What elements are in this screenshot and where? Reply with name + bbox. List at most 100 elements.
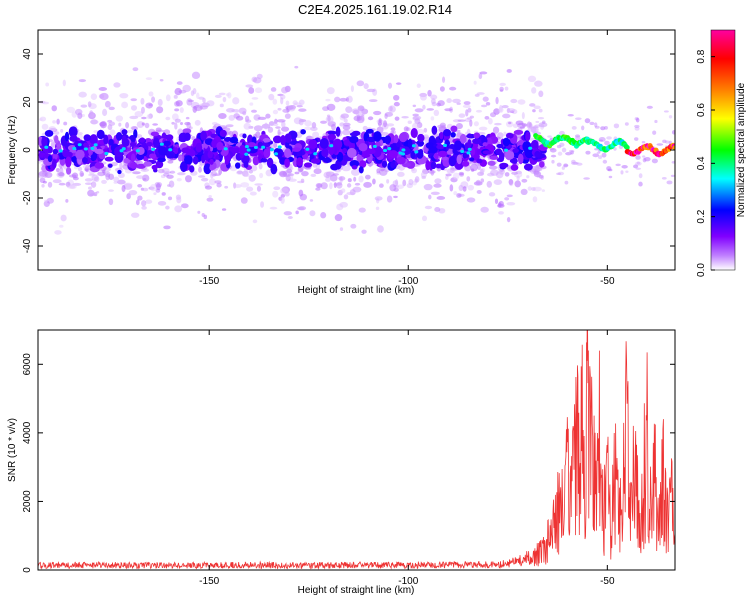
- heatmap-cell: [298, 189, 304, 197]
- heatmap-cell: [108, 138, 114, 147]
- heatmap-cell: [181, 203, 189, 209]
- heatmap-cell: [408, 178, 414, 186]
- heatmap-cell: [510, 98, 518, 104]
- snr-x-tick-label: -150: [199, 576, 219, 587]
- heatmap-cell: [422, 104, 426, 110]
- heatmap-cell: [470, 147, 476, 156]
- heatmap-cell: [187, 99, 194, 103]
- heatmap-cell: [439, 122, 446, 128]
- heatmap-cell: [285, 100, 290, 106]
- heatmap-cell: [191, 71, 201, 80]
- heatmap-cell: [298, 108, 307, 112]
- heatmap-cell: [478, 126, 488, 131]
- heatmap-cell: [248, 169, 254, 174]
- heatmap-cell: [59, 224, 64, 228]
- heatmap-cell: [499, 89, 504, 92]
- heatmap-cell: [88, 186, 92, 190]
- heatmap-cell: [346, 191, 356, 196]
- heatmap-cell: [305, 147, 310, 151]
- spectrogram-y-label: Frequency (Hz): [7, 116, 18, 185]
- snr-series-line: [38, 330, 675, 570]
- heatmap-cell: [228, 130, 234, 137]
- heatmap-cell: [634, 137, 639, 141]
- heatmap-cell: [193, 104, 203, 112]
- heatmap-cell: [504, 86, 509, 91]
- heatmap-cell: [309, 210, 316, 217]
- heatmap-cell: [167, 196, 173, 201]
- heatmap-cell: [412, 122, 420, 130]
- heatmap-cell: [530, 126, 539, 134]
- heatmap-cell: [274, 118, 278, 125]
- heatmap-cell: [506, 202, 516, 206]
- heatmap-cell: [425, 160, 431, 171]
- heatmap-cell: [532, 109, 536, 113]
- heatmap-cell: [56, 118, 60, 125]
- heatmap-cell: [476, 92, 485, 95]
- colorbar-tick-label: 0.4: [696, 156, 707, 170]
- heatmap-cell: [131, 105, 138, 111]
- heatmap-cell: [285, 174, 291, 182]
- heatmap-cell: [158, 146, 168, 156]
- heatmap-cell: [358, 160, 367, 168]
- heatmap-cell: [281, 86, 289, 94]
- heatmap-cell: [561, 166, 565, 170]
- heatmap-cell: [244, 152, 249, 156]
- heatmap-cell: [204, 185, 213, 190]
- heatmap-cell: [225, 108, 235, 113]
- heatmap-cell: [339, 97, 348, 102]
- heatmap-cell: [54, 230, 62, 235]
- heatmap-cell: [136, 175, 145, 179]
- heatmap-cell: [390, 161, 396, 169]
- heatmap-cell: [102, 108, 108, 117]
- heatmap-cell: [243, 122, 251, 130]
- heatmap-cell: [99, 121, 107, 127]
- heatmap-cell: [529, 103, 536, 107]
- colorbar-gradient: [710, 29, 736, 271]
- heatmap-cell: [525, 131, 531, 142]
- heatmap-cell: [449, 86, 457, 91]
- heatmap-cell: [320, 212, 327, 219]
- heatmap-cell: [298, 118, 304, 126]
- heatmap-cell: [379, 183, 384, 188]
- heatmap-cell: [280, 196, 285, 204]
- heatmap-cell: [297, 180, 305, 184]
- heatmap-cell: [466, 176, 471, 182]
- heatmap-cell: [77, 143, 82, 147]
- heatmap-cell: [253, 125, 263, 132]
- heatmap-cell: [568, 149, 575, 153]
- heatmap-cell: [171, 113, 179, 121]
- heatmap-cell: [359, 106, 365, 112]
- heatmap-cell: [456, 193, 462, 198]
- snr-frame: [37, 329, 676, 571]
- heatmap-cell: [284, 158, 290, 168]
- heatmap-cell: [177, 154, 183, 162]
- heatmap-cell: [559, 130, 565, 136]
- snr-x-tick-label: -100: [398, 576, 418, 587]
- heatmap-cell: [263, 148, 271, 159]
- heatmap-cell: [396, 184, 405, 190]
- heatmap-cell: [384, 135, 392, 144]
- heatmap-cell: [564, 180, 569, 185]
- heatmap-cell: [668, 115, 673, 119]
- heatmap-cell: [411, 167, 418, 174]
- heatmap-cell: [206, 197, 214, 202]
- heatmap-cell: [143, 161, 153, 167]
- heatmap-cell: [62, 79, 66, 87]
- heatmap-cell: [142, 187, 149, 192]
- heatmap-cell: [434, 206, 441, 212]
- heatmap-cell: [504, 197, 510, 201]
- heatmap-cell: [43, 200, 50, 207]
- heatmap-cell: [430, 161, 437, 170]
- heatmap-cell: [152, 137, 160, 148]
- heatmap-cell: [233, 184, 242, 189]
- colorbar-tick-label: 0.0: [696, 263, 707, 277]
- spectrogram-y-tick-label: -40: [22, 238, 33, 253]
- heatmap-cell: [481, 104, 488, 108]
- heatmap-cell: [527, 186, 533, 191]
- heatmap-cell: [41, 123, 49, 130]
- heatmap-cell: [136, 146, 145, 155]
- heatmap-cell: [89, 193, 97, 196]
- heatmap-cell: [529, 137, 536, 141]
- heatmap-cell: [376, 168, 381, 174]
